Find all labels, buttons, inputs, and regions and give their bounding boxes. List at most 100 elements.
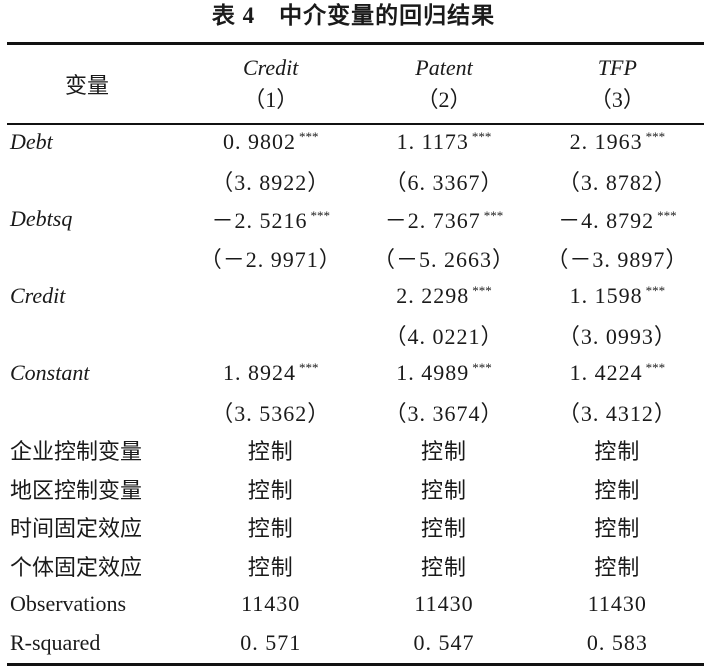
table-cell: 0. 571 — [184, 624, 357, 663]
table-row: （3. 5362） （3. 3674） （3. 4312） — [7, 393, 704, 432]
cell-value: 0. 547 — [413, 629, 475, 655]
row-label: 时间固定效应 — [10, 516, 143, 542]
cell-value: 1. 1173 — [396, 129, 469, 155]
table-cell: （－5. 2663） — [357, 239, 530, 278]
cell-value: 1. 4989 — [396, 360, 470, 386]
table-cell: 控制 — [531, 547, 704, 586]
row-label: R-squared — [10, 629, 101, 655]
row-label — [7, 239, 184, 278]
table-cell: 控制 — [357, 547, 530, 586]
significance-stars: *** — [645, 360, 666, 376]
cell-value: （3. 8782） — [557, 169, 677, 195]
column-number: （3） — [589, 87, 645, 112]
table-cell: 控制 — [357, 470, 530, 509]
cell-value: （3. 5362） — [211, 400, 331, 426]
cell-value: 1. 1598 — [569, 283, 643, 309]
row-label: Debt — [10, 129, 53, 155]
cell-value: （3. 0993） — [557, 323, 677, 349]
cell-value: 11430 — [587, 591, 647, 617]
cell-value: 控制 — [594, 554, 641, 580]
cell-value: －2. 5216 — [211, 208, 308, 234]
table-cell: （3. 5362） — [184, 393, 357, 432]
table-row: （－2. 9971） （－5. 2663） （－3. 9897） — [7, 239, 704, 278]
table-row: 企业控制变量 控制 控制 控制 — [7, 431, 704, 470]
cell-value: （3. 3674） — [384, 400, 504, 426]
cell-value: 控制 — [421, 477, 468, 503]
column-header-patent: Patent （2） — [357, 45, 530, 123]
table-cell: 控制 — [184, 508, 357, 547]
significance-stars: *** — [298, 129, 319, 145]
table-row: Debtsq －2. 5216 *** －2. 7367 *** －4. 8792 *** — [7, 200, 704, 239]
row-label — [7, 316, 184, 355]
column-header-credit: Credit （1） — [184, 45, 357, 123]
cell-value: －2. 7367 — [384, 208, 481, 234]
cell-value: －4. 8792 — [558, 208, 655, 234]
table-cell: 2. 2298 *** — [357, 277, 530, 316]
table-cell: （3. 8922） — [184, 162, 357, 201]
table-row: R-squared 0. 571 0. 547 0. 583 — [7, 624, 704, 663]
table-cell: －2. 5216 *** — [184, 200, 357, 239]
table-cell: 控制 — [184, 431, 357, 470]
table-cell: 1. 4989 *** — [357, 354, 530, 393]
table-row: Constant 1. 8924 *** 1. 4989 *** 1. 4224 *** — [7, 354, 704, 393]
significance-stars: *** — [298, 360, 319, 376]
table-cell: 1. 1598 *** — [531, 277, 704, 316]
table-cell: 控制 — [357, 508, 530, 547]
row-label: Debtsq — [10, 206, 73, 232]
table-row: 地区控制变量 控制 控制 控制 — [7, 470, 704, 509]
significance-stars: *** — [471, 129, 492, 145]
significance-stars: *** — [657, 208, 677, 224]
cell-value: 2. 1963 — [569, 129, 643, 155]
table-cell: 11430 — [357, 585, 530, 624]
table-cell: （3. 0993） — [531, 316, 704, 355]
bottom-rule — [7, 663, 704, 666]
table-cell: －4. 8792 *** — [531, 200, 704, 239]
cell-value: （－2. 9971） — [199, 246, 342, 272]
significance-stars: *** — [472, 283, 492, 299]
table-cell: 1. 4224 *** — [531, 354, 704, 393]
table-cell: （3. 8782） — [531, 162, 704, 201]
row-label: 地区控制变量 — [10, 477, 143, 503]
table-cell: 0. 9802 *** — [184, 123, 357, 162]
table-cell: 控制 — [184, 470, 357, 509]
significance-stars: *** — [310, 208, 330, 224]
row-label: Constant — [10, 360, 90, 386]
cell-value: 控制 — [421, 554, 468, 580]
table-cell: －2. 7367 *** — [357, 200, 530, 239]
row-label: Credit — [10, 283, 66, 309]
table-cell — [184, 316, 357, 355]
cell-value: 0. 9802 — [222, 129, 296, 155]
cell-value: 控制 — [594, 516, 641, 542]
table-cell: 1. 1173 *** — [357, 123, 530, 162]
table-cell: 0. 547 — [357, 624, 530, 663]
table-cell: 控制 — [184, 547, 357, 586]
cell-value: 11430 — [414, 591, 474, 617]
significance-stars: *** — [645, 283, 666, 299]
table-cell: 1. 8924 *** — [184, 354, 357, 393]
table-cell: （6. 3367） — [357, 162, 530, 201]
header-row: 变量 Credit （1） Patent （2） TFP （3） — [7, 45, 704, 123]
table-row: Observations 11430 11430 11430 — [7, 585, 704, 624]
table-cell: 11430 — [531, 585, 704, 624]
cell-value: （4. 0221） — [384, 323, 504, 349]
column-name: Patent — [415, 55, 473, 80]
table-cell: 控制 — [531, 431, 704, 470]
cell-value: 控制 — [421, 439, 468, 465]
cell-value: 0. 583 — [586, 629, 648, 655]
cell-value: （－5. 2663） — [373, 246, 516, 272]
table-cell: 11430 — [184, 585, 357, 624]
cell-value: 1. 4224 — [569, 360, 643, 386]
regression-table: 变量 Credit （1） Patent （2） TFP （3） Debt 0. … — [7, 45, 704, 662]
significance-stars: *** — [483, 208, 504, 224]
cell-value: 0. 571 — [240, 629, 302, 655]
top-rule — [7, 42, 704, 45]
table-cell: （－2. 9971） — [184, 239, 357, 278]
header-rule — [7, 123, 704, 125]
significance-stars: *** — [645, 129, 666, 145]
cell-value: 控制 — [594, 477, 641, 503]
column-name: TFP — [597, 55, 637, 80]
table-row: Credit 2. 2298 *** 1. 1598 *** — [7, 277, 704, 316]
table-cell: 控制 — [531, 508, 704, 547]
table-cell: 0. 583 — [531, 624, 704, 663]
table-cell: 2. 1963 *** — [531, 123, 704, 162]
